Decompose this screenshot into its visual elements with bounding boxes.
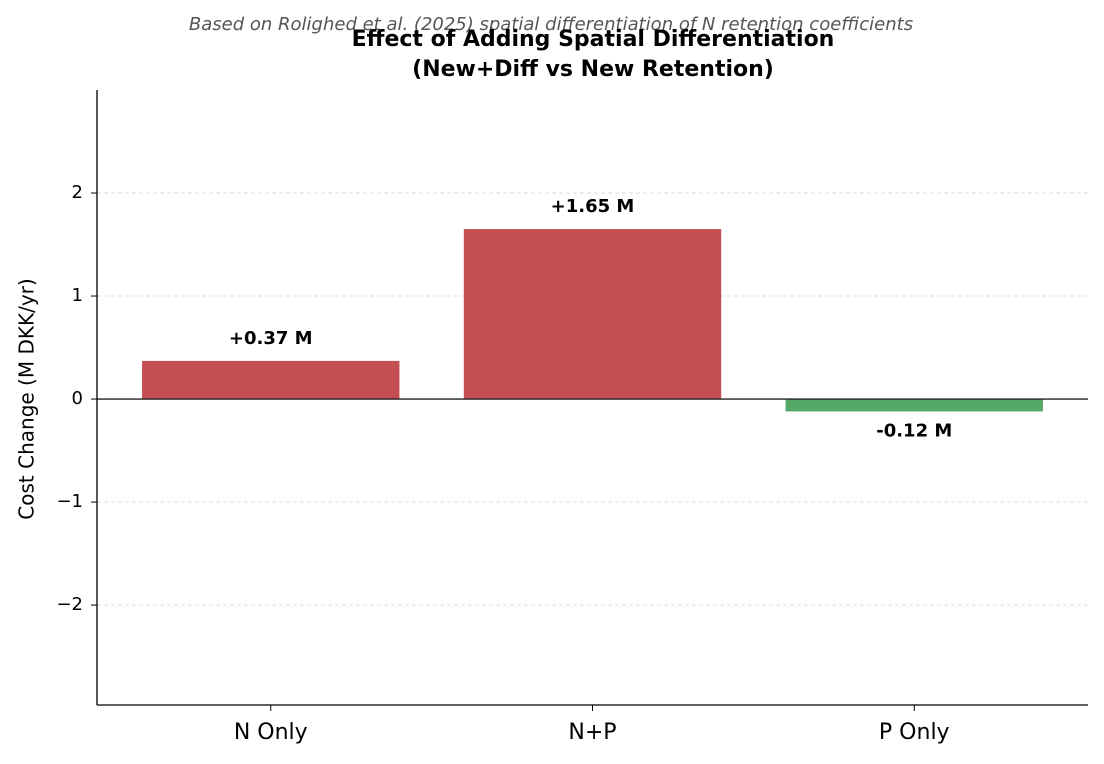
x-tick-label: P Only [879,720,950,745]
chart-title: (New+Diff vs New Retention) [412,57,774,82]
bar [785,399,1043,412]
bar [142,360,400,400]
bar [463,229,722,400]
y-axis-label: Cost Change (M DKK/yr) [15,278,39,519]
y-tick-label: 1 [72,285,83,306]
value-label: +1.65 M [551,196,635,217]
chart-title: Effect of Adding Spatial Differentiation [352,27,835,52]
x-tick-label: N+P [568,720,616,745]
y-tick-label: 0 [72,388,83,409]
x-tick-label: N Only [234,720,308,745]
chart-subtitle: Based on Rolighed et al. (2025) spatial … [189,14,913,35]
y-tick-label: 2 [72,182,83,203]
y-tick-label: −1 [56,491,83,512]
value-label: -0.12 M [876,420,952,441]
y-tick-label: −2 [56,594,83,615]
value-label: +0.37 M [229,328,313,349]
